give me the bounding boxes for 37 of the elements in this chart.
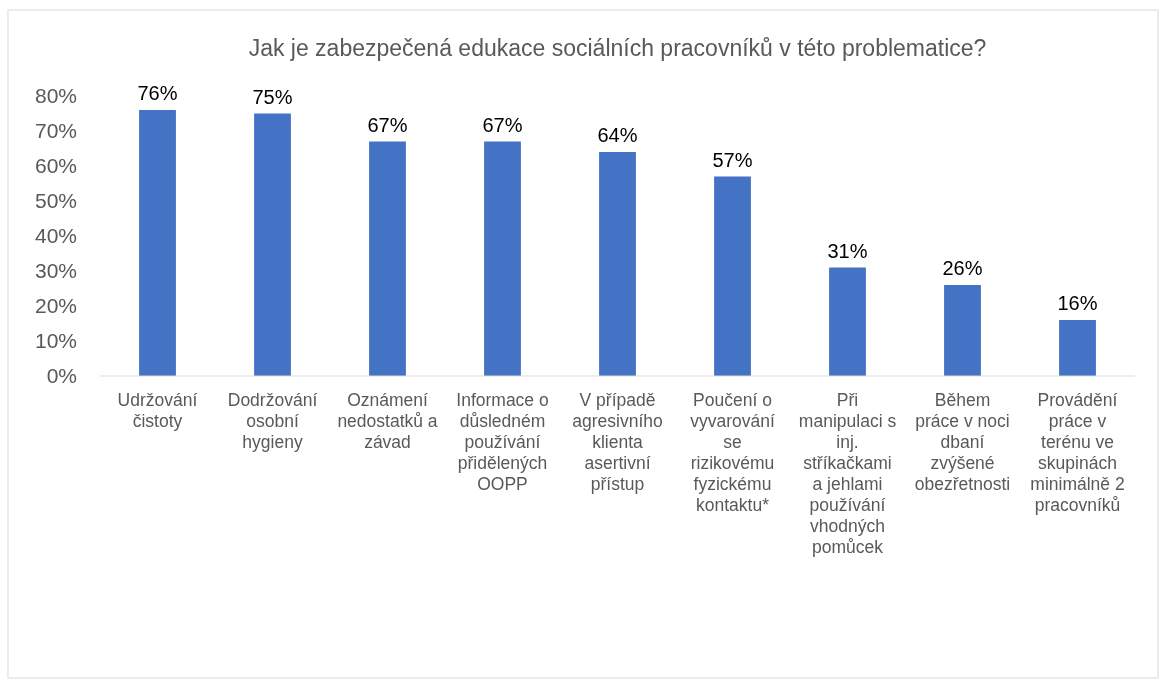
- bar: [484, 141, 521, 376]
- chart-title: Jak je zabezpečená edukace sociálních pracovníků v této problematice?: [248, 35, 987, 61]
- bar: [714, 176, 751, 376]
- bar: [599, 152, 636, 376]
- y-tick-label: 60%: [34, 154, 77, 178]
- x-tick-label: V případě agresivního klienta asertivní přístup: [572, 390, 663, 494]
- x-tick-label: Oznámení nedostatků a závad: [337, 390, 438, 452]
- y-tick-label: 30%: [34, 259, 77, 283]
- bar: [1059, 320, 1096, 376]
- data-label: 31%: [827, 239, 868, 262]
- bar: [139, 110, 176, 376]
- data-label: 67%: [367, 113, 408, 136]
- data-label: 76%: [137, 82, 178, 104]
- y-tick-label: 50%: [34, 189, 77, 213]
- data-label: 67%: [482, 113, 523, 136]
- x-tick-label: Provádění práce v terénu ve skupinách minimálně 2 pracovníků: [1030, 390, 1125, 515]
- y-tick-label: 70%: [34, 119, 77, 143]
- data-label: 16%: [1057, 292, 1098, 314]
- x-tick-label: Poučení o vyvarování se rizikovému fyzickému kontaktu*: [690, 390, 775, 515]
- x-tick-label: Udržování čistoty: [117, 390, 198, 431]
- bar: [369, 141, 406, 376]
- y-tick-label: 0%: [46, 364, 77, 388]
- x-tick-label: Informace o důsledném používání přidělených OOPP: [456, 390, 549, 494]
- y-tick-label: 40%: [34, 224, 77, 248]
- data-label: 64%: [597, 124, 638, 146]
- bar: [944, 285, 981, 376]
- y-tick-label: 10%: [34, 329, 77, 353]
- bar: [829, 267, 866, 376]
- data-label: 57%: [712, 148, 753, 171]
- bar: [254, 113, 291, 376]
- y-tick-label: 80%: [34, 84, 77, 108]
- data-label: 75%: [252, 85, 293, 108]
- data-label: 26%: [942, 257, 983, 279]
- y-tick-label: 20%: [34, 294, 77, 318]
- x-tick-label: Během práce v noci dbaní zvýšené obezřetnosti: [914, 390, 1011, 494]
- x-tick-label: Při manipulaci s inj. stříkačkami a jehlami používání vhodných pomůcek: [798, 390, 897, 557]
- x-tick-label: Dodržování osobní hygieny: [227, 390, 318, 452]
